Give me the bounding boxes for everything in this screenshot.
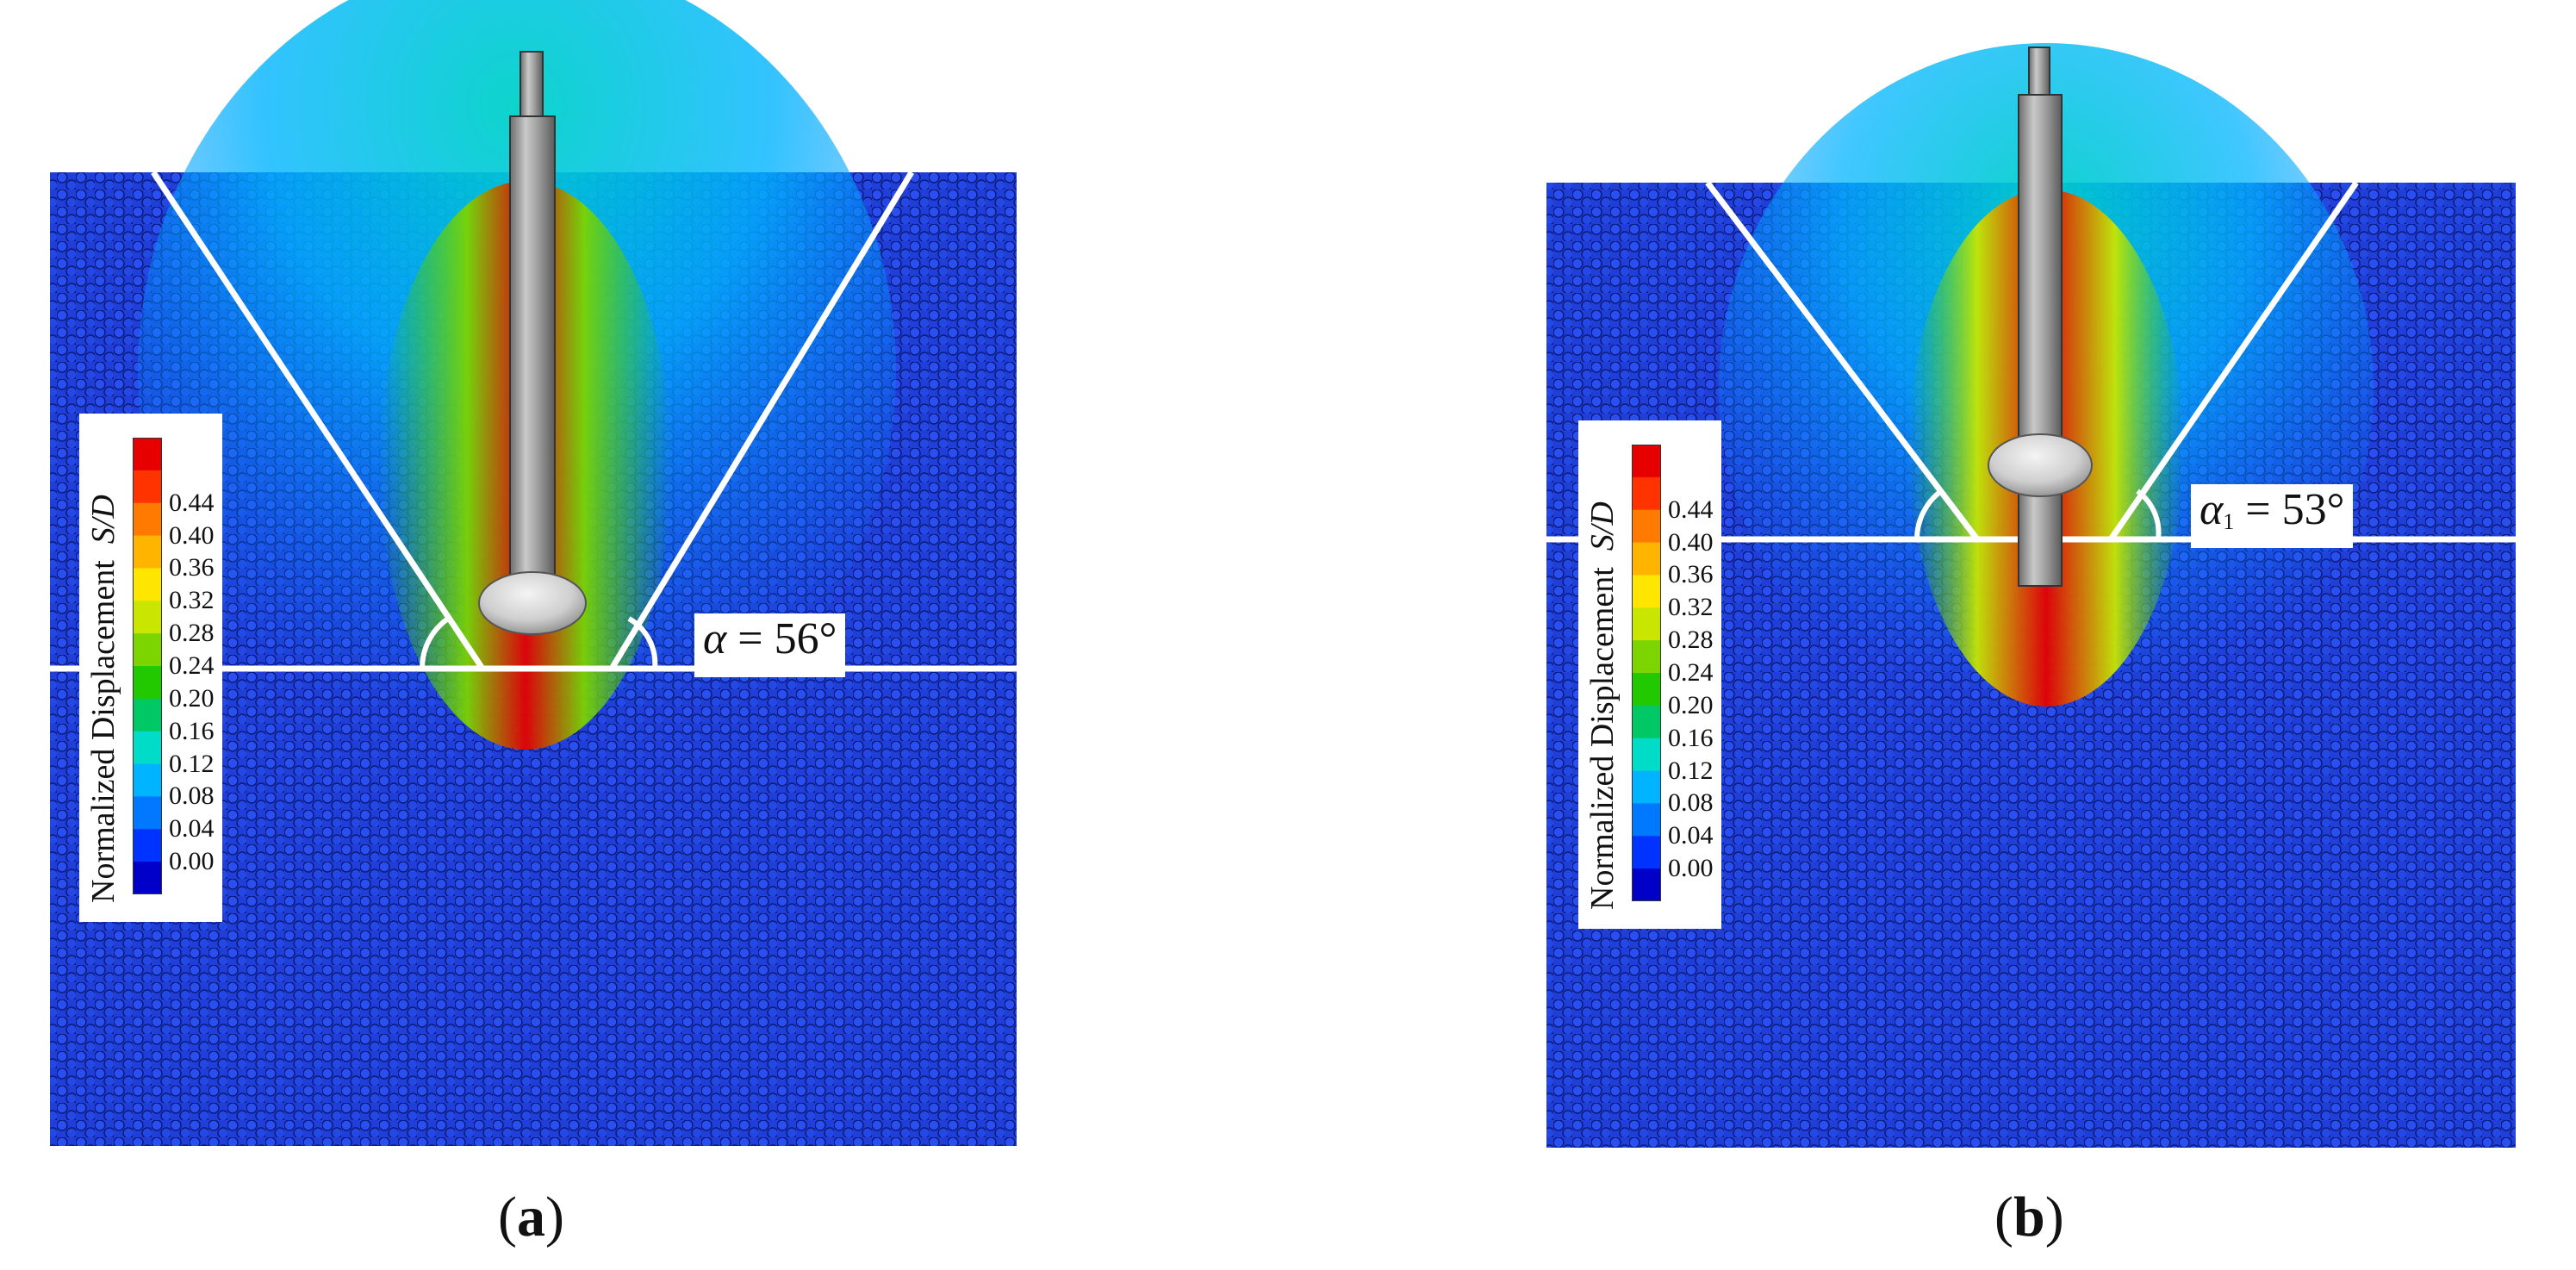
colorbar-swatch xyxy=(133,601,162,634)
colorbar-ticks-b: 0.44 0.40 0.36 0.32 0.28 0.24 0.20 0.16 0.12 0.08… xyxy=(1668,420,1720,929)
colorbar-title-a: Normalized Displacement S/D xyxy=(85,495,121,903)
simulation-domain-a xyxy=(50,0,1017,1146)
colorbar-swatch xyxy=(133,763,162,797)
simulation-domain-b xyxy=(1546,43,2516,1148)
colorbar-tick-label: 0.12 xyxy=(1668,756,1714,785)
colorbar-tick-label: 0.00 xyxy=(169,847,215,876)
colorbar-swatch xyxy=(133,535,162,569)
failure-line-left-a xyxy=(151,171,485,670)
failure-line-left-b xyxy=(1705,180,1980,542)
colorbar-tick-label: 0.16 xyxy=(169,716,215,745)
colorbar-border xyxy=(133,438,162,894)
anchor-shaft-tip-b xyxy=(2028,47,2050,100)
colorbar-swatch xyxy=(133,568,162,601)
colorbar-tick-label: 0.04 xyxy=(169,814,215,844)
colorbar-swatch xyxy=(133,731,162,765)
colorbar-tick-label: 0.04 xyxy=(1668,821,1714,850)
colorbar-tick-label: 0.44 xyxy=(169,488,215,517)
anchor-shaft-b xyxy=(2018,94,2063,587)
colorbar-swatch xyxy=(133,633,162,667)
angle-label-a: α = 56° xyxy=(694,613,846,677)
colorbar-scale-a xyxy=(133,438,162,894)
colorbar-swatch xyxy=(1632,770,1661,804)
colorbar-scale-b xyxy=(1632,445,1661,901)
colorbar-swatch xyxy=(133,470,162,504)
colorbar-swatch xyxy=(1632,476,1661,511)
panel-label-b: (b) xyxy=(1994,1186,2064,1248)
angle-arc-right-a xyxy=(627,616,658,669)
colorbar-tick-label: 0.36 xyxy=(1668,560,1714,589)
colorbar-swatch xyxy=(1632,607,1661,641)
colorbar-swatch xyxy=(1632,868,1661,901)
colorbar-tick-label: 0.40 xyxy=(1668,527,1714,557)
colorbar-tick-label: 0.24 xyxy=(1668,658,1714,687)
colorbar-swatch xyxy=(1632,640,1661,674)
colorbar-swatch xyxy=(133,829,162,862)
colorbar-tick-label: 0.36 xyxy=(169,553,215,582)
colorbar-tick-label: 0.40 xyxy=(169,520,215,550)
colorbar-tick-label: 0.32 xyxy=(169,586,215,615)
anchor-bulb-a xyxy=(478,571,587,635)
panel-a: Normalized Displacement S/D 0.44 0.40 0.36… xyxy=(50,0,1017,1248)
colorbar-tick-label: 0.16 xyxy=(1668,723,1714,752)
colorbar-swatch xyxy=(1632,542,1661,576)
colorbar-tick-label: 0.08 xyxy=(1668,788,1714,818)
colorbar-legend-b: Normalized Displacement S/D 0.44 0.40 0.36… xyxy=(1578,420,1721,929)
colorbar-tick-label: 0.12 xyxy=(169,749,215,778)
colorbar-title-b: Normalized Displacement S/D xyxy=(1584,501,1621,910)
failure-line-right-b xyxy=(2108,181,2359,541)
colorbar-swatch xyxy=(1632,803,1661,837)
colorbar-swatch xyxy=(133,438,162,471)
colorbar-swatch xyxy=(1632,673,1661,707)
colorbar-tick-label: 0.44 xyxy=(1668,495,1714,524)
colorbar-tick-label: 0.20 xyxy=(169,683,215,713)
colorbar-legend-a: Normalized Displacement S/D 0.44 0.40 0.36… xyxy=(79,414,222,922)
colorbar-ticks-a: 0.44 0.40 0.36 0.32 0.28 0.24 0.20 0.16 0.12 0.08… xyxy=(169,414,221,922)
colorbar-tick-label: 0.20 xyxy=(1668,690,1714,719)
colorbar-tick-label: 0.08 xyxy=(169,781,215,811)
colorbar-tick-label: 0.28 xyxy=(1668,626,1714,655)
angle-arc-left-a xyxy=(419,616,450,669)
colorbar-tick-label: 0.32 xyxy=(1668,593,1714,622)
colorbar-border xyxy=(1632,445,1661,901)
anchor-shaft-a xyxy=(509,115,556,600)
angle-arc-right-b xyxy=(2136,489,2162,540)
colorbar-swatch xyxy=(133,666,162,700)
panel-label-a: (a) xyxy=(498,1186,564,1248)
colorbar-swatch xyxy=(1632,738,1661,772)
colorbar-tick-label: 0.00 xyxy=(1668,854,1714,883)
colorbar-swatch xyxy=(133,862,162,894)
panel-b: Normalized Displacement S/D 0.44 0.40 0.36… xyxy=(1288,0,2576,1270)
colorbar-swatch xyxy=(1632,575,1661,608)
anchor-shaft-tip-a xyxy=(520,51,544,121)
colorbar-tick-label: 0.24 xyxy=(169,651,215,680)
colorbar-swatch xyxy=(1632,509,1661,544)
anchor-bulb-b xyxy=(1988,433,2093,497)
angle-arc-left-b xyxy=(1914,489,1943,540)
colorbar-tick-label: 0.28 xyxy=(169,619,215,648)
colorbar-swatch xyxy=(133,502,162,537)
colorbar-swatch xyxy=(1632,445,1661,478)
failure-line-right-a xyxy=(609,171,914,670)
colorbar-swatch xyxy=(1632,705,1661,739)
colorbar-swatch xyxy=(1632,836,1661,869)
angle-label-b: α1 = 53° xyxy=(2191,484,2354,548)
colorbar-swatch xyxy=(133,796,162,830)
colorbar-swatch xyxy=(133,698,162,732)
